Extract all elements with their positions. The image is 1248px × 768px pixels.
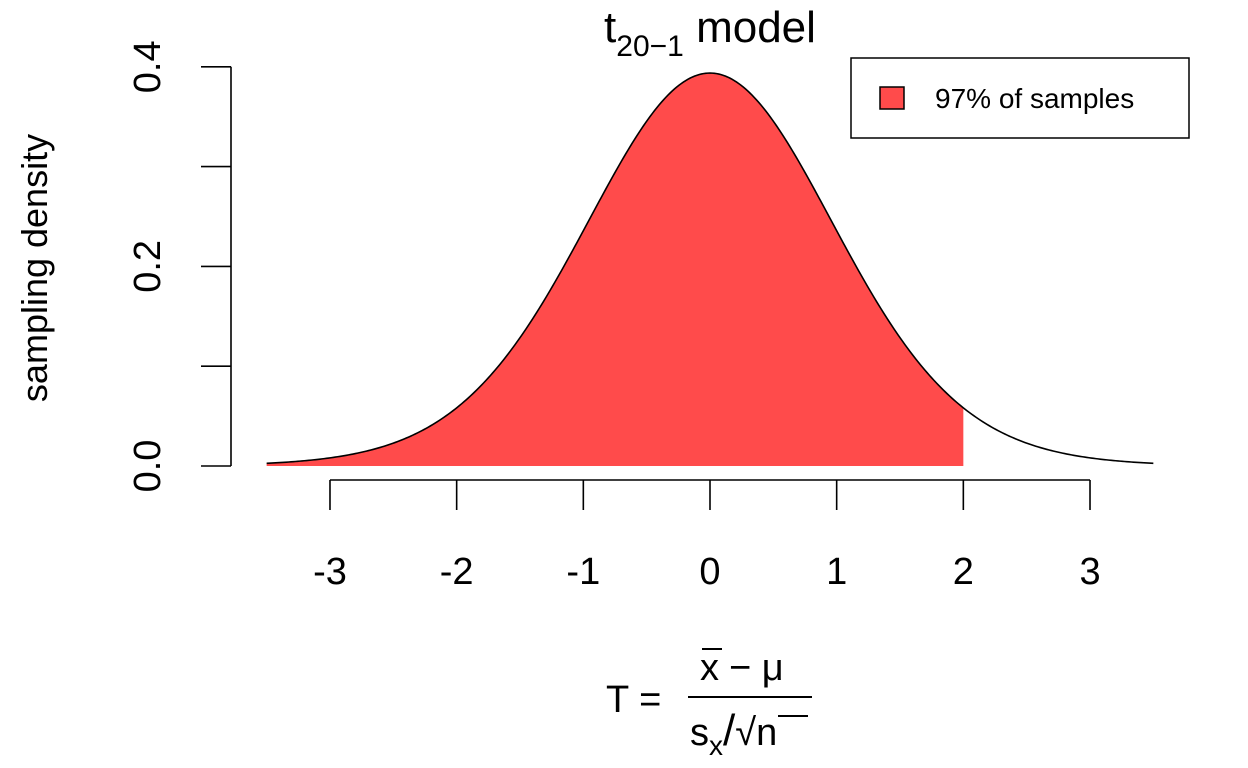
- x-label-denominator: sx/√n: [690, 706, 777, 761]
- x-label-s-sub: x: [709, 730, 723, 761]
- x-label-s: s: [690, 712, 709, 754]
- shaded-region: [266, 73, 964, 466]
- x-tick-label: 3: [1079, 551, 1100, 593]
- title-main: t: [604, 3, 616, 52]
- y-tick-label: 0.0: [127, 440, 169, 493]
- density-curve: [266, 72, 1154, 465]
- x-tick-label: -3: [313, 551, 347, 593]
- x-label-slash: /: [723, 706, 736, 755]
- x-label-numerator: x − μ: [700, 647, 784, 689]
- x-label-minus-mu: − μ: [729, 647, 784, 689]
- x-label-n: n: [756, 712, 777, 754]
- x-label-lhs: T =: [606, 679, 661, 721]
- legend: 97% of samples: [850, 57, 1190, 139]
- x-tick-label: 0: [699, 551, 720, 593]
- y-tick-label: 0.4: [127, 40, 169, 93]
- x-tick-label: 1: [826, 551, 847, 593]
- y-tick-label: 0.2: [127, 240, 169, 293]
- chart-title: t20−1 model: [604, 3, 816, 63]
- x-axis: -3 -2 -1 0 1 2 3: [313, 479, 1101, 593]
- title-subscript: 20−1: [616, 30, 684, 63]
- y-axis-label: sampling density: [14, 134, 55, 402]
- y-axis: 0.0 0.2 0.4: [127, 40, 232, 493]
- x-label-root: √: [735, 712, 756, 754]
- x-label-xbar: x: [700, 647, 719, 689]
- legend-swatch: [879, 86, 905, 110]
- legend-box: [850, 57, 1190, 139]
- x-tick-label: -1: [566, 551, 600, 593]
- x-tick-label: -2: [440, 551, 474, 593]
- x-tick-label: 2: [953, 551, 974, 593]
- x-axis-label: T = x − μ sx/√n: [606, 647, 812, 761]
- legend-label: 97% of samples: [935, 83, 1134, 114]
- title-suffix: model: [684, 3, 816, 52]
